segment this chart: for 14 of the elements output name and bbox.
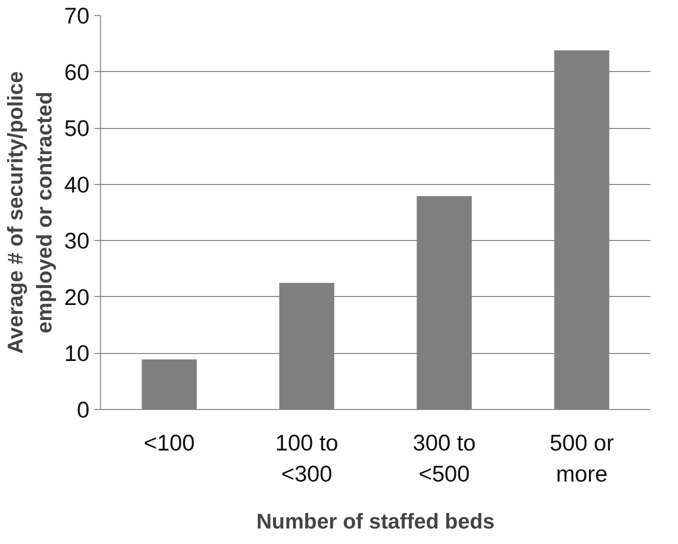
x-tick-label: <100 <box>144 430 195 456</box>
y-tick-label: 20 <box>64 284 90 310</box>
y-tick-label: 0 <box>76 396 90 422</box>
y-tick-label: 60 <box>64 58 90 85</box>
y-tick-label: 10 <box>64 340 90 366</box>
y-tick-label: 50 <box>64 115 90 142</box>
x-axis-title: Number of staffed beds <box>256 510 495 534</box>
x-tick-label: 100 to <300 <box>275 430 338 487</box>
x-tick-label: 500 or more <box>550 430 614 487</box>
y-tick-label: 30 <box>64 228 90 254</box>
y-tick-label: 70 <box>64 2 90 28</box>
y-axis-title: Average # of security/police employed or contracted <box>4 71 56 354</box>
x-tick-label: 300 to <500 <box>412 430 476 487</box>
y-tick-label: 40 <box>64 171 90 198</box>
